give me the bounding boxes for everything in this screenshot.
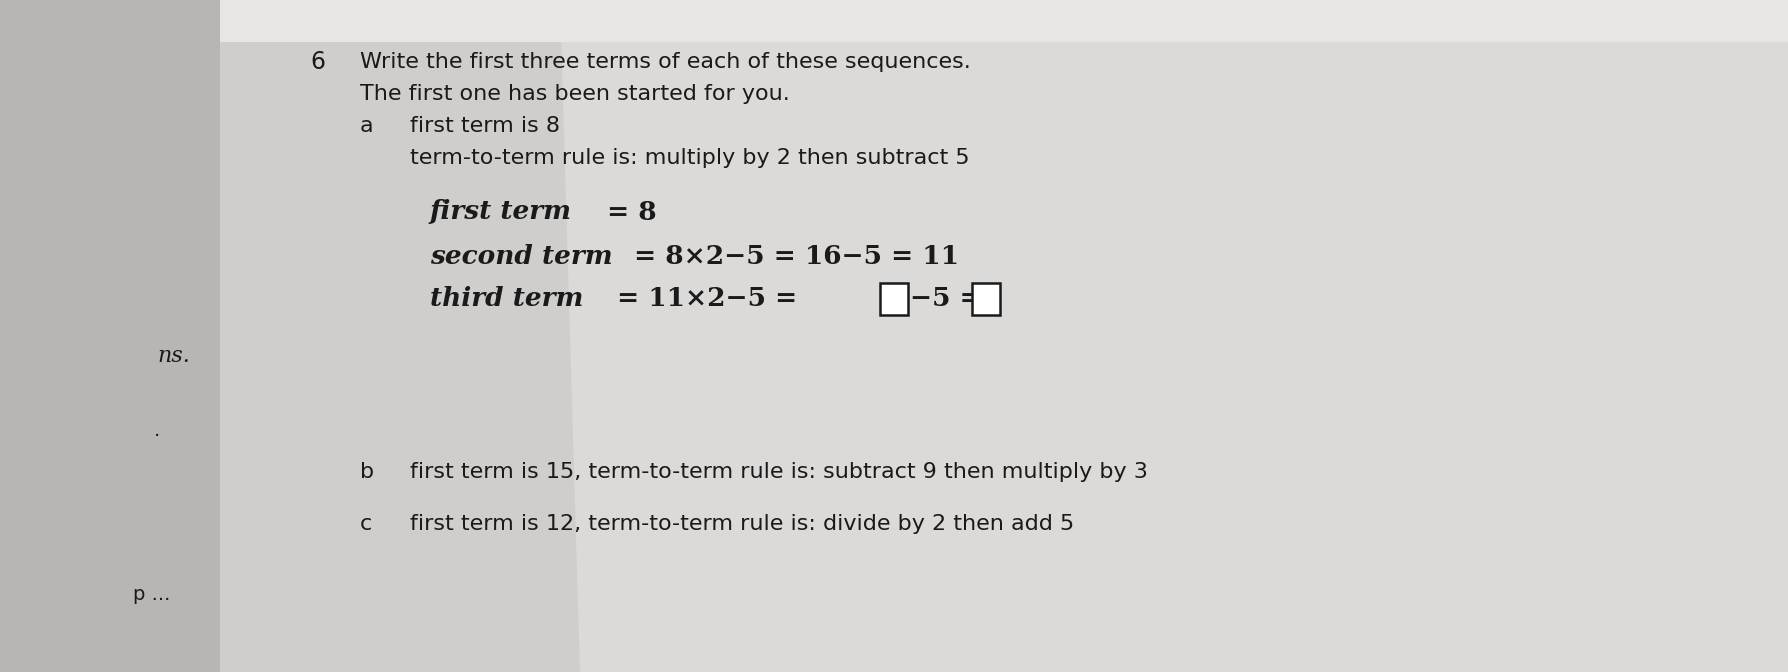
- Text: third term: third term: [429, 286, 583, 312]
- Polygon shape: [220, 0, 579, 672]
- Text: first term is 12, term-to-term rule is: divide by 2 then add 5: first term is 12, term-to-term rule is: …: [409, 514, 1075, 534]
- Text: second term: second term: [429, 245, 613, 269]
- Bar: [220, 0, 1788, 42]
- Text: term-to-term rule is: multiply by 2 then subtract 5: term-to-term rule is: multiply by 2 then…: [409, 148, 969, 168]
- Text: p ...: p ...: [132, 585, 170, 604]
- Text: ·: ·: [154, 427, 159, 446]
- Bar: [880, 283, 908, 315]
- Text: a: a: [359, 116, 374, 136]
- Text: b: b: [359, 462, 374, 482]
- Text: first term: first term: [429, 200, 572, 224]
- Text: = 11×2−5 =: = 11×2−5 =: [608, 286, 806, 312]
- Text: ns.: ns.: [157, 345, 190, 367]
- Text: first term is 15, term-to-term rule is: subtract 9 then multiply by 3: first term is 15, term-to-term rule is: …: [409, 462, 1148, 482]
- Text: 6: 6: [309, 50, 325, 74]
- Text: The first one has been started for you.: The first one has been started for you.: [359, 84, 790, 104]
- Bar: [973, 283, 999, 315]
- Polygon shape: [220, 0, 1788, 672]
- Text: first term is 8: first term is 8: [409, 116, 560, 136]
- Text: c: c: [359, 514, 372, 534]
- Text: Write the first three terms of each of these sequences.: Write the first three terms of each of t…: [359, 52, 971, 72]
- Polygon shape: [0, 0, 220, 672]
- Text: = 8: = 8: [597, 200, 656, 224]
- Text: = 8×2−5 = 16−5 = 11: = 8×2−5 = 16−5 = 11: [626, 245, 958, 269]
- Text: −5 =: −5 =: [910, 286, 991, 312]
